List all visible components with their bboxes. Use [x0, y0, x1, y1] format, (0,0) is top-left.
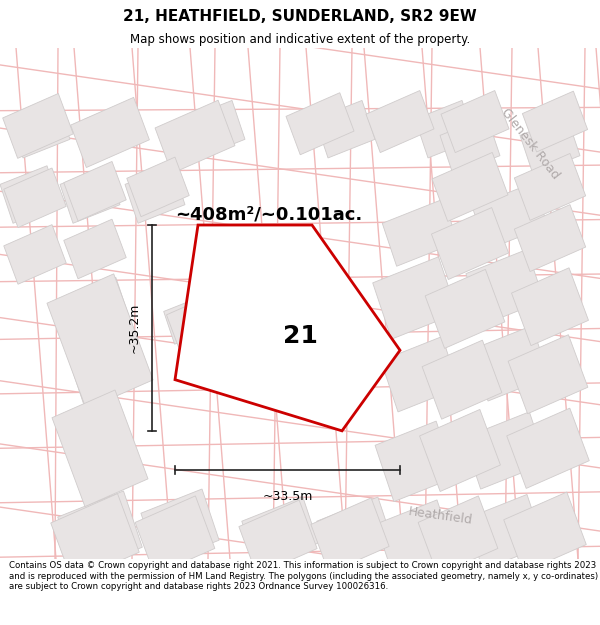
Polygon shape — [464, 412, 547, 489]
Text: Map shows position and indicative extent of the property.: Map shows position and indicative extent… — [130, 33, 470, 46]
Polygon shape — [52, 390, 148, 507]
Polygon shape — [471, 326, 549, 401]
Polygon shape — [47, 274, 153, 409]
Text: 21: 21 — [283, 324, 317, 348]
Polygon shape — [419, 409, 500, 491]
Polygon shape — [4, 224, 66, 284]
Polygon shape — [514, 154, 586, 221]
Polygon shape — [125, 166, 185, 223]
Text: ~35.2m: ~35.2m — [128, 302, 140, 353]
Polygon shape — [85, 101, 145, 158]
Polygon shape — [466, 494, 544, 570]
Polygon shape — [60, 166, 120, 223]
Polygon shape — [141, 489, 219, 564]
Polygon shape — [373, 257, 457, 339]
Polygon shape — [239, 500, 317, 575]
Polygon shape — [315, 101, 375, 158]
Polygon shape — [175, 225, 400, 431]
Polygon shape — [425, 269, 505, 348]
Text: Contains OS data © Crown copyright and database right 2021. This information is : Contains OS data © Crown copyright and d… — [9, 561, 598, 591]
Polygon shape — [415, 101, 475, 158]
Text: Glenesk Road: Glenesk Road — [499, 106, 562, 181]
Polygon shape — [507, 408, 589, 488]
Polygon shape — [512, 268, 589, 346]
Polygon shape — [242, 497, 318, 568]
Polygon shape — [422, 340, 502, 419]
Polygon shape — [185, 101, 245, 158]
Polygon shape — [167, 292, 229, 347]
Polygon shape — [472, 182, 548, 250]
Polygon shape — [64, 219, 126, 279]
Polygon shape — [0, 166, 60, 223]
Polygon shape — [514, 204, 586, 271]
Polygon shape — [441, 91, 509, 152]
Polygon shape — [4, 168, 66, 228]
Polygon shape — [164, 291, 226, 344]
Text: ~33.5m: ~33.5m — [262, 489, 313, 502]
Text: Heathfield: Heathfield — [407, 505, 473, 527]
Polygon shape — [317, 497, 393, 568]
Polygon shape — [431, 208, 509, 279]
Polygon shape — [440, 117, 500, 174]
Polygon shape — [71, 98, 149, 168]
Polygon shape — [375, 421, 455, 502]
Text: 21, HEATHFIELD, SUNDERLAND, SR2 9EW: 21, HEATHFIELD, SUNDERLAND, SR2 9EW — [123, 9, 477, 24]
Polygon shape — [58, 491, 142, 573]
Polygon shape — [381, 336, 459, 412]
Polygon shape — [2, 94, 73, 158]
Polygon shape — [523, 91, 587, 152]
Polygon shape — [382, 199, 458, 266]
Polygon shape — [50, 278, 150, 406]
Polygon shape — [508, 335, 588, 414]
Polygon shape — [286, 92, 354, 155]
Text: ~408m²/~0.101ac.: ~408m²/~0.101ac. — [175, 206, 362, 223]
Polygon shape — [64, 161, 126, 221]
Polygon shape — [432, 152, 508, 221]
Polygon shape — [366, 91, 434, 152]
Polygon shape — [376, 500, 454, 575]
Polygon shape — [127, 157, 189, 217]
Polygon shape — [56, 392, 144, 498]
Polygon shape — [135, 496, 215, 575]
Polygon shape — [466, 249, 544, 325]
Polygon shape — [311, 498, 389, 573]
Polygon shape — [520, 117, 580, 174]
Polygon shape — [51, 494, 139, 582]
Polygon shape — [155, 100, 235, 173]
Polygon shape — [10, 101, 70, 158]
Polygon shape — [504, 492, 586, 572]
Polygon shape — [418, 496, 498, 575]
